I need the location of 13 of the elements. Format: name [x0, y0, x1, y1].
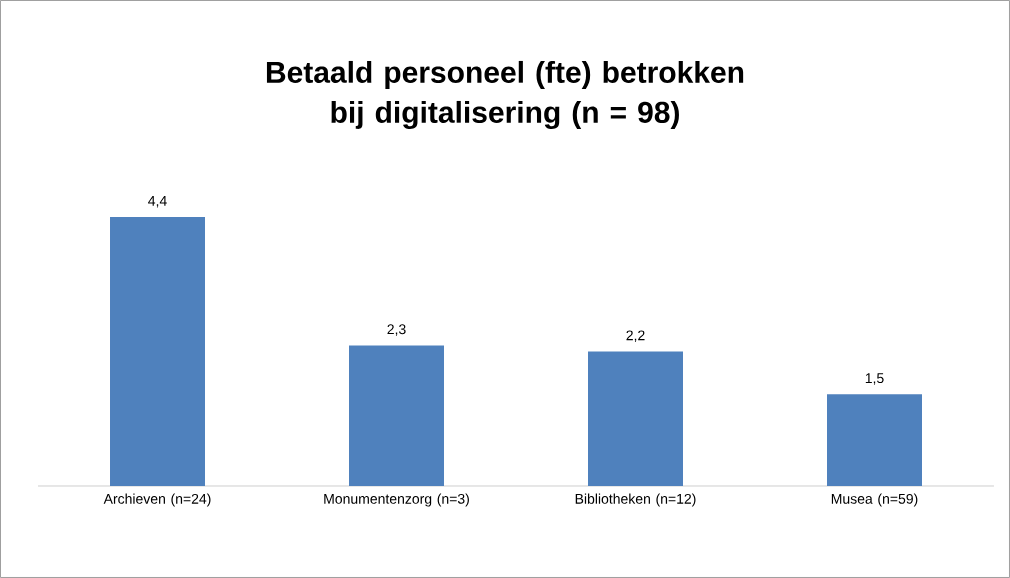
x-tick-label: Archieven (n=24): [103, 493, 211, 507]
bar: [827, 394, 922, 486]
bar: [110, 216, 206, 486]
x-tick-label: Musea (n=59): [831, 493, 918, 507]
bar: [349, 345, 445, 486]
data-label: 2,2: [626, 330, 645, 342]
chart-title: Betaald personeel (fte) betrokken bij digitalisering (n = 98): [266, 60, 744, 130]
data-label: 4,4: [148, 196, 167, 208]
x-tick-label: Bibliotheken (n=12): [575, 493, 696, 507]
data-label: 2,3: [387, 324, 406, 336]
data-label: 1,5: [865, 373, 884, 385]
x-tick-label: Monumentenzorg (n=3): [324, 493, 469, 507]
bar: [588, 351, 683, 486]
